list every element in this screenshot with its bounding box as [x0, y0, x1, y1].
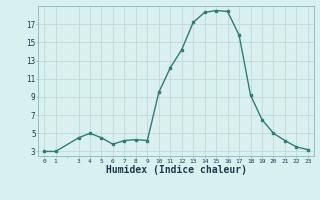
X-axis label: Humidex (Indice chaleur): Humidex (Indice chaleur) [106, 165, 246, 175]
